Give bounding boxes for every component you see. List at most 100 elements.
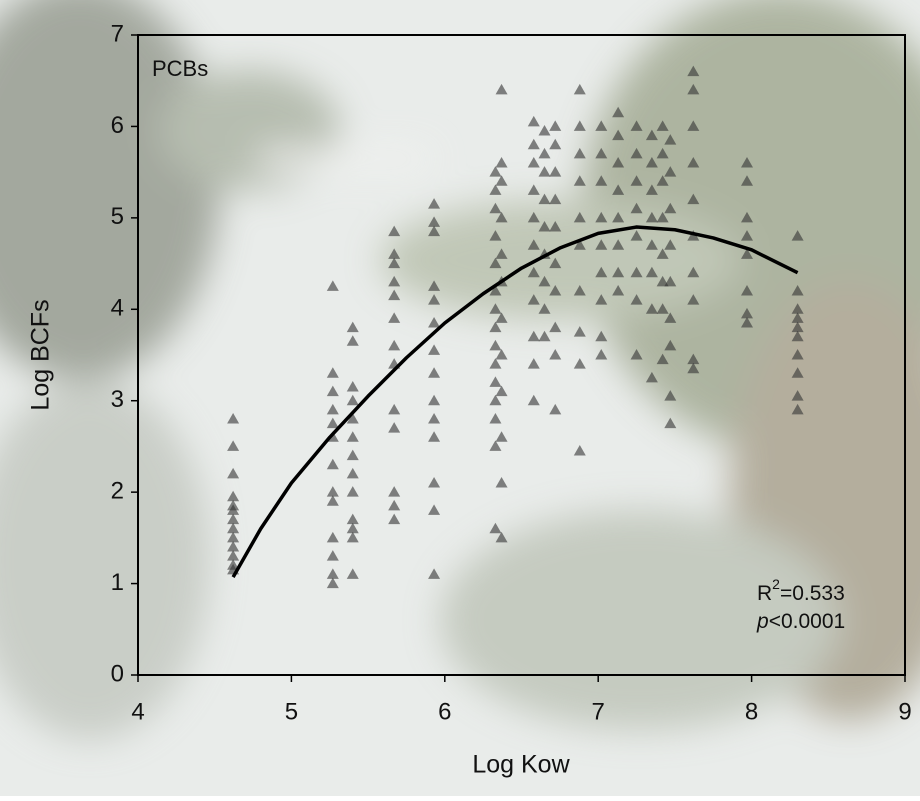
data-point xyxy=(573,285,586,296)
data-point xyxy=(549,257,562,269)
data-point xyxy=(495,312,508,323)
data-point xyxy=(645,211,658,223)
data-point xyxy=(612,285,625,296)
data-point xyxy=(527,266,540,278)
data-point xyxy=(664,134,677,145)
data-point xyxy=(664,417,677,429)
data-point xyxy=(538,221,551,232)
data-point xyxy=(630,230,643,241)
data-point xyxy=(428,225,441,237)
data-point xyxy=(595,120,608,131)
data-point xyxy=(495,431,508,442)
data-point xyxy=(740,211,753,223)
data-point xyxy=(495,211,508,223)
data-point xyxy=(538,147,551,159)
data-point xyxy=(346,467,359,479)
data-point xyxy=(573,239,586,250)
data-point xyxy=(227,522,240,534)
data-point xyxy=(346,431,359,442)
data-point xyxy=(612,239,625,250)
data-point xyxy=(388,312,401,323)
data-point xyxy=(645,266,658,278)
data-point xyxy=(388,486,401,497)
data-point xyxy=(549,221,562,232)
data-point xyxy=(326,531,339,543)
data-point xyxy=(489,257,502,269)
data-point xyxy=(740,248,753,259)
p-text: <0.0001 xyxy=(769,610,846,633)
data-point xyxy=(740,317,753,328)
data-point xyxy=(630,147,643,159)
data-point xyxy=(489,413,502,424)
data-point xyxy=(595,239,608,250)
data-point xyxy=(489,339,502,351)
data-point xyxy=(630,294,643,305)
data-point xyxy=(791,312,804,323)
data-point xyxy=(573,445,586,456)
data-point xyxy=(791,230,804,241)
annotation: PCBs xyxy=(152,56,208,81)
data-point xyxy=(388,422,401,433)
data-point xyxy=(346,449,359,461)
data-point xyxy=(326,367,339,378)
data-point xyxy=(388,403,401,415)
data-point xyxy=(645,303,658,314)
x-tick-label: 4 xyxy=(131,698,144,725)
data-point xyxy=(595,175,608,186)
data-point xyxy=(595,330,608,342)
data-point xyxy=(664,239,677,250)
data-point xyxy=(573,326,586,337)
data-point xyxy=(428,344,441,355)
data-point xyxy=(740,285,753,296)
data-point xyxy=(428,216,441,227)
data-point xyxy=(687,193,700,205)
data-point xyxy=(527,358,540,369)
data-point xyxy=(664,390,677,401)
data-point xyxy=(687,353,700,365)
data-point xyxy=(227,440,240,451)
data-point xyxy=(346,522,359,534)
data-point xyxy=(538,166,551,177)
data-point xyxy=(495,175,508,186)
data-point xyxy=(495,83,508,95)
data-point xyxy=(573,175,586,186)
data-point xyxy=(527,330,540,342)
data-point xyxy=(326,568,339,579)
data-point xyxy=(326,417,339,429)
data-point xyxy=(489,166,502,177)
data-point xyxy=(326,280,339,291)
data-point xyxy=(740,157,753,168)
data-point xyxy=(791,330,804,342)
data-point xyxy=(687,266,700,278)
data-point xyxy=(595,349,608,360)
data-point xyxy=(791,403,804,415)
plot-frame xyxy=(137,34,906,676)
data-point xyxy=(346,335,359,346)
data-point xyxy=(595,147,608,159)
data-point xyxy=(527,294,540,305)
data-point xyxy=(326,495,339,506)
data-point xyxy=(645,371,658,383)
data-point xyxy=(687,362,700,374)
data-point xyxy=(549,285,562,296)
data-point xyxy=(489,230,502,241)
x-tick-label: 6 xyxy=(438,698,451,725)
data-point xyxy=(489,184,502,195)
data-point xyxy=(687,120,700,131)
data-point xyxy=(227,504,240,515)
data-point xyxy=(527,211,540,223)
data-point xyxy=(740,307,753,319)
data-point xyxy=(664,166,677,177)
data-point xyxy=(428,568,441,579)
data-point xyxy=(489,321,502,333)
data-point xyxy=(527,394,540,406)
data-point xyxy=(549,403,562,415)
data-point xyxy=(549,321,562,333)
data-point xyxy=(791,303,804,314)
data-point xyxy=(346,321,359,333)
data-point xyxy=(527,157,540,168)
data-point xyxy=(791,390,804,401)
data-point xyxy=(227,413,240,424)
data-point xyxy=(573,211,586,223)
